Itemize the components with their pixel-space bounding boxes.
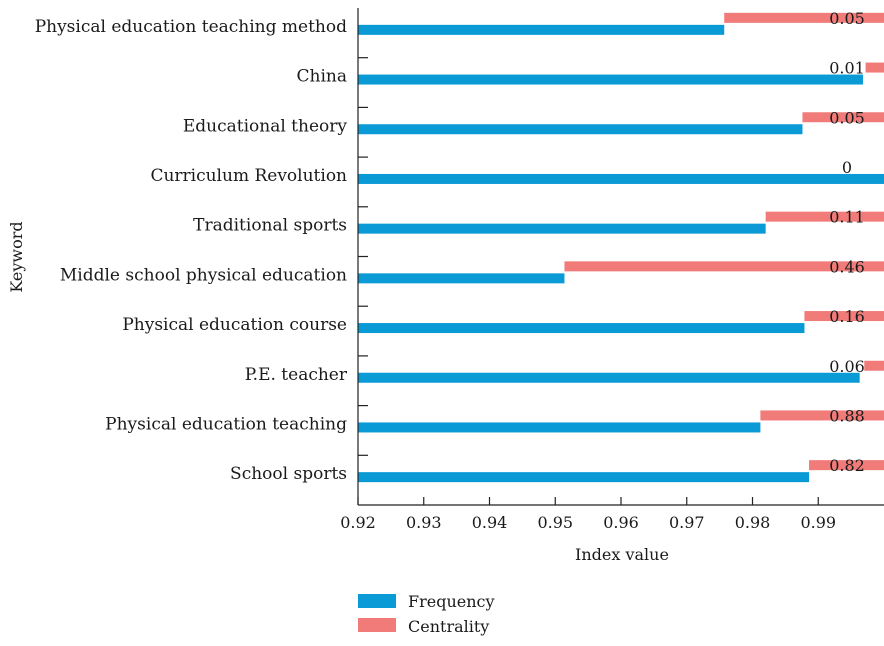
frequency-bar <box>358 223 766 234</box>
centrality-data-label: 0.06 <box>829 357 865 376</box>
x-tick-label: 0.96 <box>603 513 639 532</box>
category-label: Physical education teaching <box>105 414 347 434</box>
centrality-data-label: 0 <box>842 158 852 177</box>
category-label: Physical education course <box>122 315 347 335</box>
centrality-data-label: 0.01 <box>829 59 865 78</box>
y-axis-title: Keyword <box>7 221 26 292</box>
centrality-data-label: 0.46 <box>829 257 865 276</box>
centrality-data-label: 0.11 <box>829 208 865 227</box>
category-label: School sports <box>230 464 347 484</box>
centrality-bar <box>760 410 884 421</box>
x-tick-label: 0.98 <box>735 513 771 532</box>
legend-label-centrality: Centrality <box>408 617 489 636</box>
x-tick-label: 0.99 <box>800 513 836 532</box>
frequency-bar <box>358 372 860 383</box>
category-label: P.E. teacher <box>245 365 348 385</box>
centrality-data-label: 0.05 <box>829 108 865 127</box>
centrality-bar <box>804 311 884 322</box>
centrality-bar <box>864 360 884 371</box>
legend-swatch-centrality <box>358 618 396 632</box>
category-label: Middle school physical education <box>60 265 347 285</box>
x-tick-label: 0.92 <box>340 513 376 532</box>
centrality-bar <box>865 62 884 73</box>
centrality-data-label: 0.88 <box>829 406 865 425</box>
frequency-bar <box>358 173 884 184</box>
legend-swatch-frequency <box>358 594 396 608</box>
category-label: Physical education teaching method <box>35 17 347 37</box>
x-axis-title: Index value <box>575 545 669 564</box>
x-tick-label: 0.95 <box>537 513 573 532</box>
centrality-bar <box>765 211 884 222</box>
frequency-bar <box>358 24 725 35</box>
centrality-bar <box>809 460 884 471</box>
centrality-data-label: 0.05 <box>829 9 865 28</box>
x-tick-label: 0.94 <box>472 513 508 532</box>
frequency-bar <box>358 422 761 433</box>
centrality-data-label: 0.82 <box>829 456 865 475</box>
x-tick-label: 0.93 <box>406 513 442 532</box>
x-tick-label: 0.97 <box>669 513 705 532</box>
category-label: Educational theory <box>183 116 348 136</box>
frequency-bar <box>358 273 565 284</box>
centrality-data-label: 0.16 <box>829 307 865 326</box>
frequency-bar <box>358 124 803 135</box>
centrality-bar <box>564 261 884 272</box>
frequency-bar <box>358 74 863 85</box>
centrality-bar <box>802 112 884 123</box>
frequency-bar <box>358 323 805 334</box>
category-label: Traditional sports <box>193 216 347 236</box>
frequency-bar <box>358 472 810 483</box>
category-label: China <box>297 67 347 87</box>
legend-label-frequency: Frequency <box>408 592 495 611</box>
centrality-bar <box>724 12 884 23</box>
category-label: Curriculum Revolution <box>150 166 347 186</box>
